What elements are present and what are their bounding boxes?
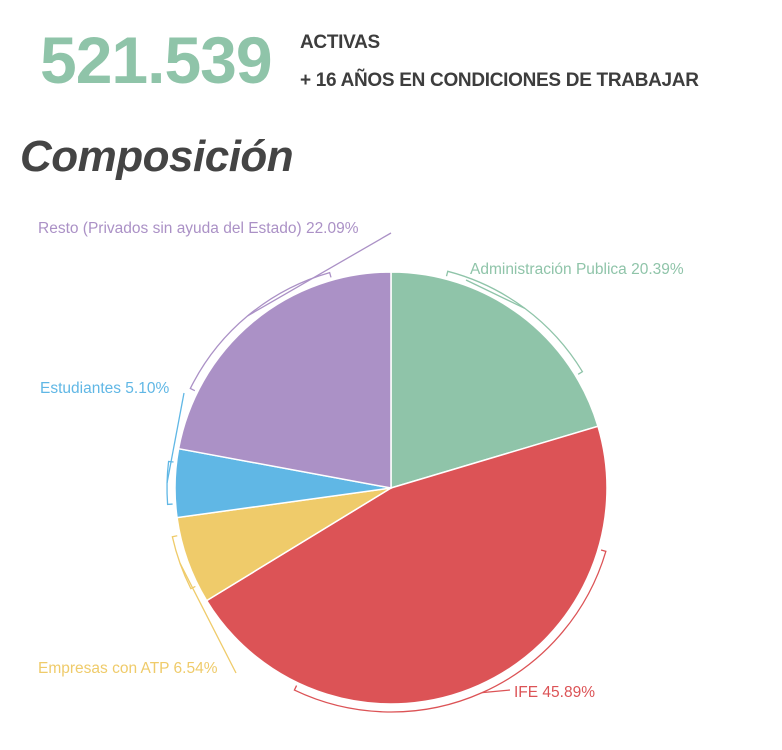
slice-label-2: Empresas con ATP 6.54% xyxy=(38,660,218,677)
slice-label-3: Estudiantes 5.10% xyxy=(40,380,169,397)
section-title: Composición xyxy=(20,132,294,181)
slice-label-1: IFE 45.89% xyxy=(514,684,595,701)
pie-slice-0 xyxy=(390,271,599,490)
subtitle-condition: + 16 AÑOS EN CONDICIONES DE TRABAJAR xyxy=(300,70,699,91)
leader-bracket-3 xyxy=(166,460,174,506)
slice-label-0: Administración Publica 20.39% xyxy=(470,261,684,278)
slice-label-4: Resto (Privados sin ayuda del Estado) 22… xyxy=(38,220,359,237)
total-count: 521.539 xyxy=(40,23,273,97)
leader-line-3 xyxy=(166,392,185,484)
leader-bracket-0 xyxy=(445,270,584,375)
leader-line-4 xyxy=(247,232,392,317)
subtitle-activas: ACTIVAS xyxy=(300,32,380,53)
leader-line-1 xyxy=(482,689,511,694)
leader-line-2 xyxy=(179,563,237,674)
pie-slice-4 xyxy=(177,271,392,489)
pie-slice-1 xyxy=(205,425,608,705)
leader-line-0 xyxy=(465,279,526,309)
